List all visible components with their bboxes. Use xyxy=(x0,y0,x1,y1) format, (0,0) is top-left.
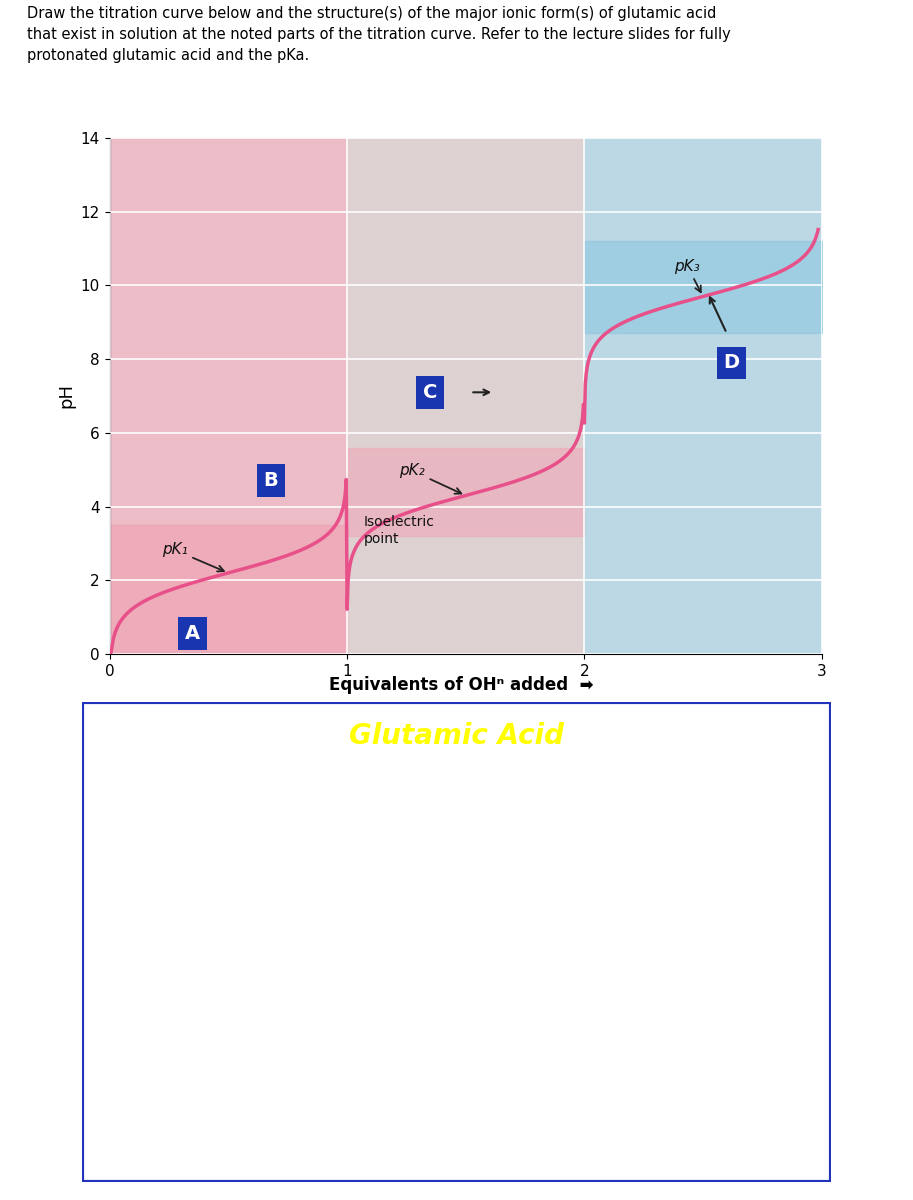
Text: H: H xyxy=(391,814,403,830)
Text: Glutamic Acid: Glutamic Acid xyxy=(349,721,564,750)
Text: O: O xyxy=(637,802,650,818)
Y-axis label: pH: pH xyxy=(57,384,75,408)
Bar xyxy=(347,138,584,654)
Text: pK₃: pK₃ xyxy=(675,259,701,293)
Text: Isoelectric
point: Isoelectric point xyxy=(363,516,435,546)
Text: C: C xyxy=(423,383,437,402)
Text: H: H xyxy=(308,860,320,878)
Text: C: C xyxy=(585,860,597,878)
Text: Draw the titration curve below and the structure(s) of the major ionic form(s) o: Draw the titration curve below and the s… xyxy=(27,6,731,62)
Bar xyxy=(584,138,822,654)
Text: pK₂ = 4.3: pK₂ = 4.3 xyxy=(592,1112,664,1127)
Text: Equivalents of OHⁿ added  ➡: Equivalents of OHⁿ added ➡ xyxy=(329,676,593,694)
Text: D: D xyxy=(723,353,740,372)
Bar xyxy=(82,702,831,1182)
Text: O–H: O–H xyxy=(674,902,708,919)
Text: pK₂: pK₂ xyxy=(399,463,461,493)
Text: pK₃ = 9.7: pK₃ = 9.7 xyxy=(180,863,252,877)
Text: O: O xyxy=(420,1121,433,1138)
Text: ⊕: ⊕ xyxy=(405,844,415,853)
Text: A: A xyxy=(185,624,200,643)
Text: N: N xyxy=(391,860,403,878)
Text: H: H xyxy=(488,814,500,830)
Text: (Hint: this structure is fully protonated): (Hint: this structure is fully protonate… xyxy=(307,762,606,776)
Text: O–H: O–H xyxy=(558,1118,592,1135)
Text: CH₂: CH₂ xyxy=(478,1019,509,1037)
Text: CH₂: CH₂ xyxy=(478,962,509,979)
Text: pK₁ = 2.2: pK₁ = 2.2 xyxy=(704,911,776,925)
Text: pK₁: pK₁ xyxy=(162,542,224,571)
Bar xyxy=(110,138,347,654)
Text: C: C xyxy=(488,1073,499,1090)
Text: H: H xyxy=(488,907,500,924)
Text: C: C xyxy=(488,860,499,878)
Text: B: B xyxy=(264,472,278,491)
